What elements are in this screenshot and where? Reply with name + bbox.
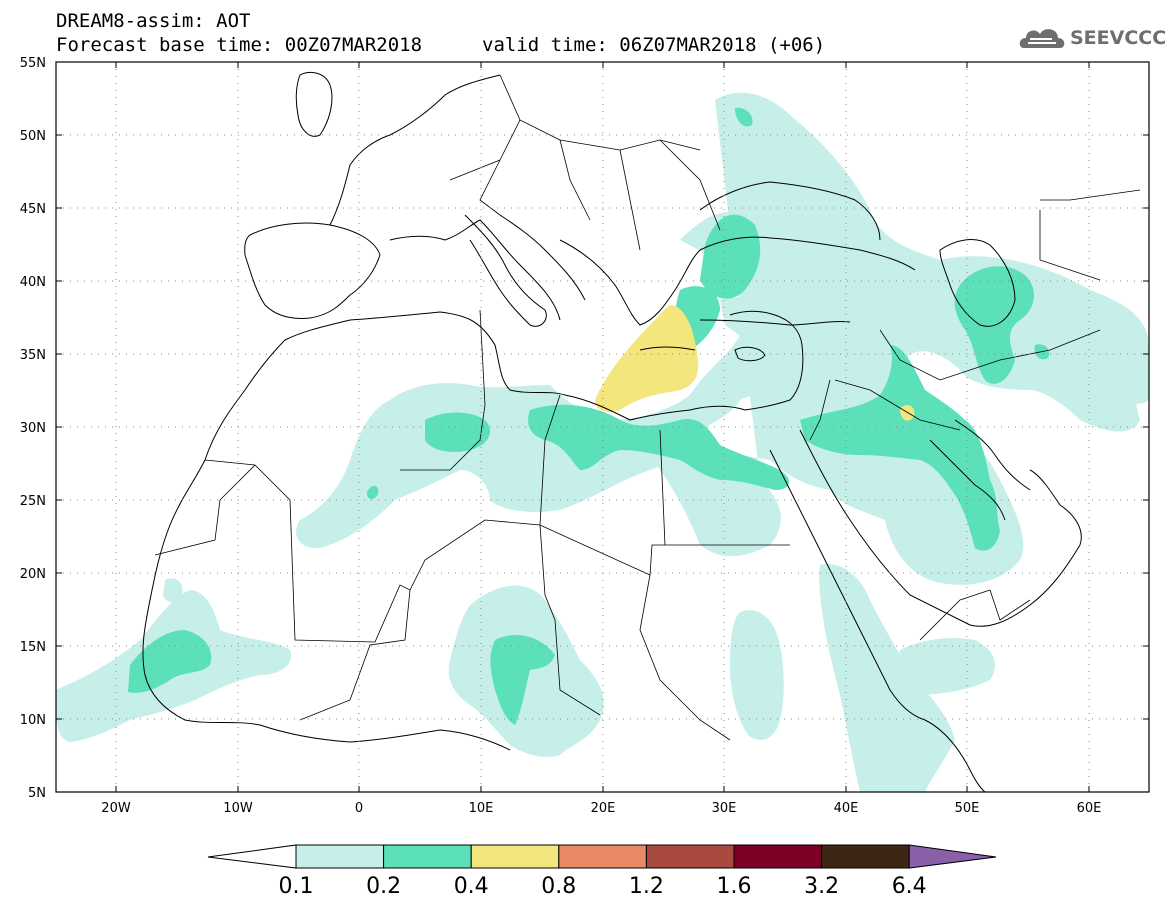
lat-label-15n: 15N xyxy=(20,640,46,655)
colorbar-label: 0.1 xyxy=(279,874,314,899)
lon-label-30e: 30E xyxy=(712,801,737,816)
lat-labels: 55N 50N 45N 40N 35N 30N 25N 20N 15N 10N … xyxy=(20,56,46,801)
lat-label-35n: 35N xyxy=(20,348,46,363)
grid xyxy=(56,62,1149,792)
lon-labels: 20W 10W 0 10E 20E 30E 40E 50E 60E xyxy=(101,801,1101,816)
lon-label-60e: 60E xyxy=(1077,801,1102,816)
lat-label-30n: 30N xyxy=(20,421,46,436)
lon-label-50e: 50E xyxy=(955,801,980,816)
colorbar-low-arrow xyxy=(207,844,297,869)
lon-label-20w: 20W xyxy=(101,801,131,816)
lon-label-40e: 40E xyxy=(834,801,859,816)
colorbar-segment xyxy=(295,844,385,869)
colorbar: 0.1 0.2 0.4 0.8 1.2 1.6 3.2 6.4 xyxy=(207,844,997,899)
colorbar-segment xyxy=(821,844,910,869)
colorbar-label: 1.2 xyxy=(629,874,664,899)
lat-label-40n: 40N xyxy=(20,275,46,290)
aot-shading xyxy=(56,92,1149,792)
colorbar-segment xyxy=(383,844,472,869)
forecast-base-time: Forecast base time: 00Z07MAR2018 xyxy=(56,34,423,56)
colorbar-label: 0.4 xyxy=(454,874,489,899)
lon-label-20e: 20E xyxy=(591,801,616,816)
colorbar-label: 0.8 xyxy=(541,874,576,899)
lat-label-45n: 45N xyxy=(20,202,46,217)
colorbar-segment xyxy=(733,844,823,869)
axis-ticks xyxy=(56,61,1149,793)
colorbar-label: 0.2 xyxy=(366,874,401,899)
lat-label-25n: 25N xyxy=(20,494,46,509)
map-title: DREAM8-assim: AOT xyxy=(56,10,251,32)
lat-label-55n: 55N xyxy=(20,56,46,71)
lat-label-10n: 10N xyxy=(20,713,46,728)
colorbar-label: 6.4 xyxy=(892,874,927,899)
colorbar-segment xyxy=(558,844,647,869)
lon-label-0: 0 xyxy=(355,801,363,816)
colorbar-label: 1.6 xyxy=(717,874,752,899)
lat-label-20n: 20N xyxy=(20,567,46,582)
lat-label-50n: 50N xyxy=(20,129,46,144)
coastlines xyxy=(142,72,1082,792)
cloud-icon xyxy=(1019,29,1065,48)
colorbar-segment xyxy=(470,844,560,869)
colorbar-label: 3.2 xyxy=(804,874,839,899)
lon-label-10e: 10E xyxy=(469,801,494,816)
colorbar-segment xyxy=(645,844,735,869)
borders xyxy=(154,74,1141,741)
lon-label-10w: 10W xyxy=(223,801,253,816)
valid-time: valid time: 06Z07MAR2018 (+06) xyxy=(482,34,826,56)
logo-text: SEEVCCC xyxy=(1070,27,1165,49)
lat-label-5n: 5N xyxy=(28,786,46,801)
colorbar-high-arrow xyxy=(908,844,997,869)
